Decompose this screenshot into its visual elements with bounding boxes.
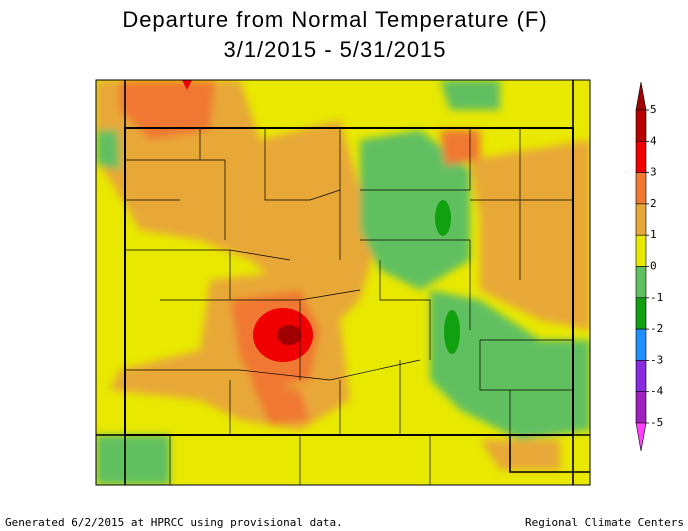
- legend-swatch: [635, 172, 647, 205]
- legend-label: 5: [650, 103, 657, 116]
- legend: 5 4 3 2 1 0 -1 -2 -3 -4 -5: [635, 81, 664, 452]
- legend-swatch: [635, 141, 647, 173]
- footer-left: Generated 6/2/2015 at HPRCC using provis…: [5, 516, 343, 529]
- legend-swatch: [635, 297, 647, 330]
- legend-swatch: [635, 266, 647, 299]
- title: Departure from Normal Temperature (F): [122, 7, 547, 32]
- legend-label: -2: [650, 322, 663, 335]
- legend-label: -5: [650, 416, 663, 429]
- legend-label: 3: [650, 166, 657, 179]
- legend-cap: [635, 422, 647, 452]
- legend-swatch: [635, 234, 647, 267]
- subtitle: 3/1/2015 - 5/31/2015: [223, 37, 446, 62]
- legend-swatch: [635, 109, 647, 142]
- legend-cap: [635, 81, 647, 111]
- legend-swatch: [635, 203, 647, 236]
- legend-label: 0: [650, 260, 657, 273]
- legend-label: -4: [650, 385, 664, 398]
- map-frame: [95, 79, 591, 486]
- legend-label: 2: [650, 197, 657, 210]
- map: [96, 80, 590, 485]
- legend-swatch: [635, 328, 647, 361]
- legend-label: 1: [650, 228, 657, 241]
- legend-label: -3: [650, 353, 663, 366]
- footer-right: Regional Climate Centers: [525, 516, 684, 529]
- legend-label: -1: [650, 291, 663, 304]
- legend-swatch: [635, 360, 647, 392]
- legend-swatch: [635, 391, 647, 424]
- legend-label: 4: [650, 134, 657, 147]
